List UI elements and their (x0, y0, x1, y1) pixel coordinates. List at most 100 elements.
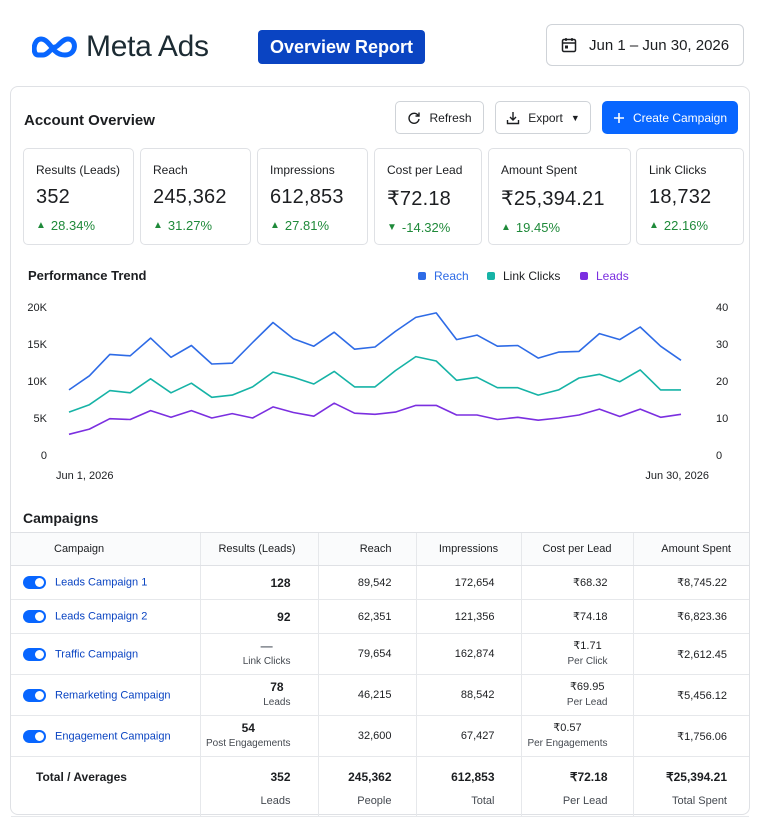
table-row[interactable]: Leads Campaign 2 92 62,351 121,356 ₹74.18 ₹6,… (11, 599, 749, 634)
impressions-cell: 172,654 (415, 565, 521, 600)
cost-per-lead-cell: ₹68.32 (520, 565, 633, 600)
total-value: 352 (270, 770, 291, 784)
header: Meta Ads Overview Report Jun 1 – Jun 30,… (0, 0, 772, 86)
kpi-value: 352 (36, 186, 70, 208)
amount-spent-cell: ₹8,745.22 (632, 565, 749, 600)
kpi-card[interactable]: Results (Leads) 352 ▲ 28.34% (23, 148, 134, 245)
account-overview-panel: Account Overview Refresh Export ▼ Create… (10, 86, 750, 817)
campaign-cell: Leads Campaign 2 (11, 599, 200, 634)
column-header-cost-per-lead[interactable]: Cost per Lead (520, 532, 633, 566)
campaign-toggle[interactable] (23, 610, 46, 623)
total-label: Total / Averages (11, 756, 200, 817)
kpi-label: Link Clicks (649, 163, 707, 177)
cost-stack: ₹68.32 (573, 576, 608, 590)
campaign-link[interactable]: Traffic Campaign (55, 648, 139, 660)
total-stack: 612,853 Total (451, 770, 494, 808)
amount-spent-cell: ₹2,612.45 (632, 633, 749, 675)
results-stack: 128 (270, 576, 290, 590)
plus-icon (613, 112, 624, 123)
legend-label: Leads (596, 269, 629, 283)
y-right-tick-label: 40 (716, 302, 728, 314)
report-title-badge: Overview Report (258, 30, 426, 64)
cost-value: ₹68.32 (572, 576, 608, 589)
reach-cell: 89,542 (317, 565, 416, 600)
kpi-label: Reach (153, 163, 188, 177)
legend-reach[interactable]: Reach (418, 269, 469, 283)
campaign-toggle[interactable] (23, 647, 46, 661)
column-header-impressions[interactable]: Impressions (415, 532, 521, 566)
y-left-tick-label: 20K (27, 302, 47, 314)
kpi-card[interactable]: Amount Spent ₹25,394.21 ▲ 19.45% (488, 148, 631, 245)
cost-value: ₹1.71 (573, 640, 602, 652)
meta-logo[interactable]: Meta Ads (32, 30, 209, 64)
impressions-cell: 67,427 (415, 715, 521, 757)
kpi-value: ₹72.18 (387, 188, 451, 210)
table-row[interactable]: Engagement Campaign 54 Post Engagements 32,… (11, 715, 749, 757)
table-row[interactable]: Traffic Campaign — Link Clicks 79,654 162,87… (11, 633, 749, 675)
table-row[interactable]: Remarketing Campaign 78 Leads 46,215 88,542 ₹… (11, 674, 749, 716)
kpi-change-value: 27.81% (284, 218, 329, 233)
cost-subtext: Per Lead (566, 697, 608, 708)
campaigns-title: Campaigns (23, 510, 99, 526)
y-right-tick-label: 30 (716, 339, 728, 351)
total-value: ₹72.18 (569, 770, 608, 784)
results-subtext: Link Clicks (242, 656, 291, 667)
legend-link-clicks[interactable]: Link Clicks (487, 269, 560, 283)
impressions-cell: 121,356 (415, 599, 521, 634)
series-line-leads[interactable] (68, 402, 682, 436)
total-results-cell: 352 Leads (199, 756, 318, 817)
kpi-card[interactable]: Link Clicks 18,732 ▲ 22.16% (636, 148, 744, 245)
campaign-link[interactable]: Leads Campaign 2 (55, 610, 148, 623)
triangle-up-icon: ▲ (649, 220, 659, 231)
total-subtext: People (357, 795, 392, 807)
refresh-button[interactable]: Refresh (395, 101, 484, 134)
results-subtext: Leads (263, 697, 291, 708)
cost-value: ₹74.18 (572, 610, 608, 623)
campaign-toggle[interactable] (23, 576, 46, 589)
triangle-down-icon: ▼ (387, 222, 397, 233)
kpi-card[interactable]: Cost per Lead ₹72.18 ▼ -14.32% (374, 148, 482, 245)
cost-stack: ₹0.57 Per Engagements (527, 721, 607, 751)
export-button[interactable]: Export ▼ (495, 101, 591, 134)
total-reach-cell: 245,362 People (317, 756, 416, 817)
campaign-toggle[interactable] (23, 729, 46, 743)
cost-per-lead-cell: ₹69.95 Per Lead (520, 674, 633, 716)
kpi-card[interactable]: Impressions 612,853 ▲ 27.81% (257, 148, 368, 245)
campaign-toggle[interactable] (23, 688, 46, 702)
campaign-link[interactable]: Remarketing Campaign (55, 689, 171, 701)
kpi-label: Impressions (270, 163, 335, 177)
campaign-link[interactable]: Leads Campaign 1 (55, 576, 148, 589)
campaign-link[interactable]: Engagement Campaign (55, 730, 171, 742)
create-campaign-label: Create Campaign (632, 110, 728, 125)
series-line-link-clicks[interactable] (68, 355, 681, 413)
triangle-up-icon: ▲ (270, 220, 280, 231)
meta-infinity-icon (32, 36, 77, 58)
column-header-reach[interactable]: Reach (317, 532, 416, 566)
column-header-amount-spent[interactable]: Amount Spent (632, 532, 749, 566)
table-row[interactable]: Leads Campaign 1 128 89,542 172,654 ₹68.32 ₹8… (11, 565, 749, 600)
performance-trend-chart: 20K 15K 10K 5K 0 40 30 20 10 0 Jun 1, 2026 Jun 30, … (27, 302, 728, 482)
total-stack: 352 Leads (261, 770, 291, 808)
export-icon (506, 111, 520, 124)
create-campaign-button[interactable]: Create Campaign (602, 101, 738, 134)
x-start-label: Jun 1, 2026 (56, 470, 114, 482)
results-cell: 92 (199, 599, 318, 634)
triangle-up-icon: ▲ (36, 220, 46, 231)
legend-leads[interactable]: Leads (580, 269, 629, 283)
kpi-change: ▲ 28.34% (36, 218, 133, 233)
column-header-campaign[interactable]: Campaign (11, 532, 200, 566)
results-value: 54 (241, 721, 255, 735)
series-line-reach[interactable] (68, 312, 682, 391)
kpi-card[interactable]: Reach 245,362 ▲ 31.27% (140, 148, 251, 245)
date-range-picker[interactable]: Jun 1 – Jun 30, 2026 (546, 24, 744, 66)
kpi-value: ₹25,394.21 (501, 188, 605, 210)
results-stack: 78 Leads (263, 680, 290, 710)
total-stack: ₹25,394.21 Total Spent (666, 770, 727, 808)
kpi-change: ▼ -14.32% (387, 220, 481, 235)
triangle-up-icon: ▲ (501, 222, 511, 233)
campaign-cell: Leads Campaign 1 (11, 565, 200, 600)
campaign-cell: Engagement Campaign (11, 715, 200, 757)
column-header-results[interactable]: Results (Leads) (199, 532, 318, 566)
kpi-value: 612,853 (270, 186, 344, 208)
kpi-label: Results (Leads) (36, 163, 121, 177)
